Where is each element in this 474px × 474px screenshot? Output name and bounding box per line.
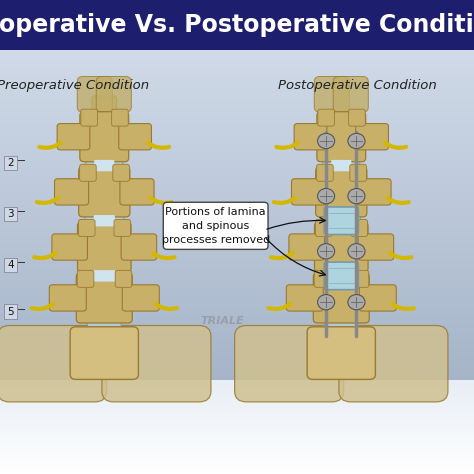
FancyBboxPatch shape: [81, 109, 98, 126]
FancyBboxPatch shape: [94, 160, 114, 171]
Text: 5: 5: [7, 307, 14, 317]
FancyBboxPatch shape: [120, 179, 154, 205]
FancyBboxPatch shape: [122, 285, 159, 311]
FancyBboxPatch shape: [114, 219, 130, 237]
FancyBboxPatch shape: [314, 76, 349, 112]
FancyBboxPatch shape: [316, 219, 332, 237]
FancyBboxPatch shape: [316, 167, 367, 217]
FancyBboxPatch shape: [314, 222, 368, 272]
FancyBboxPatch shape: [57, 124, 90, 150]
FancyBboxPatch shape: [4, 207, 17, 221]
FancyBboxPatch shape: [85, 211, 124, 230]
FancyBboxPatch shape: [289, 234, 324, 260]
FancyBboxPatch shape: [118, 124, 152, 150]
FancyBboxPatch shape: [4, 304, 17, 319]
FancyBboxPatch shape: [358, 234, 393, 260]
FancyBboxPatch shape: [333, 76, 368, 112]
FancyBboxPatch shape: [79, 167, 130, 217]
Text: 3: 3: [7, 209, 14, 219]
Text: Preoperative Condition: Preoperative Condition: [0, 79, 149, 92]
FancyBboxPatch shape: [235, 326, 344, 402]
FancyBboxPatch shape: [339, 326, 448, 402]
FancyBboxPatch shape: [286, 285, 323, 311]
FancyBboxPatch shape: [356, 124, 388, 150]
FancyBboxPatch shape: [348, 109, 365, 126]
FancyBboxPatch shape: [321, 266, 362, 286]
FancyBboxPatch shape: [96, 76, 131, 112]
FancyBboxPatch shape: [77, 270, 94, 287]
FancyBboxPatch shape: [357, 179, 391, 205]
FancyBboxPatch shape: [55, 179, 89, 205]
FancyBboxPatch shape: [93, 270, 115, 282]
FancyBboxPatch shape: [94, 215, 115, 227]
FancyBboxPatch shape: [70, 327, 138, 379]
FancyBboxPatch shape: [163, 202, 268, 249]
Circle shape: [348, 133, 365, 149]
FancyBboxPatch shape: [49, 285, 86, 311]
FancyBboxPatch shape: [92, 206, 117, 233]
FancyBboxPatch shape: [313, 273, 369, 323]
FancyBboxPatch shape: [76, 273, 132, 323]
FancyBboxPatch shape: [4, 156, 17, 170]
FancyBboxPatch shape: [77, 222, 131, 272]
Circle shape: [318, 244, 335, 259]
FancyBboxPatch shape: [0, 326, 107, 402]
FancyBboxPatch shape: [86, 156, 123, 175]
Circle shape: [318, 133, 335, 149]
FancyBboxPatch shape: [323, 156, 360, 175]
FancyBboxPatch shape: [314, 270, 331, 287]
FancyBboxPatch shape: [351, 219, 368, 237]
FancyBboxPatch shape: [77, 76, 112, 112]
FancyBboxPatch shape: [80, 164, 96, 181]
FancyBboxPatch shape: [87, 319, 121, 335]
Text: TRIALE: TRIALE: [201, 316, 245, 326]
FancyBboxPatch shape: [92, 151, 117, 177]
FancyBboxPatch shape: [80, 112, 128, 162]
FancyBboxPatch shape: [318, 109, 334, 126]
FancyBboxPatch shape: [330, 270, 352, 282]
FancyBboxPatch shape: [294, 124, 327, 150]
FancyBboxPatch shape: [359, 285, 396, 311]
Circle shape: [318, 189, 335, 204]
FancyBboxPatch shape: [113, 164, 129, 181]
FancyBboxPatch shape: [84, 266, 125, 286]
Circle shape: [348, 189, 365, 204]
FancyBboxPatch shape: [292, 179, 326, 205]
FancyBboxPatch shape: [352, 270, 369, 287]
Circle shape: [348, 294, 365, 310]
FancyBboxPatch shape: [4, 258, 17, 272]
FancyBboxPatch shape: [317, 112, 365, 162]
FancyBboxPatch shape: [115, 270, 132, 287]
FancyBboxPatch shape: [92, 96, 117, 122]
Text: 4: 4: [7, 260, 14, 270]
FancyBboxPatch shape: [324, 262, 358, 290]
FancyBboxPatch shape: [92, 257, 117, 283]
FancyBboxPatch shape: [78, 219, 95, 237]
FancyBboxPatch shape: [121, 234, 156, 260]
Text: 2: 2: [7, 158, 14, 168]
FancyBboxPatch shape: [102, 326, 211, 402]
FancyBboxPatch shape: [317, 164, 333, 181]
Text: Postoperative Condition: Postoperative Condition: [279, 79, 437, 92]
FancyBboxPatch shape: [350, 164, 366, 181]
Text: Preoperative Vs. Postoperative Conditions: Preoperative Vs. Postoperative Condition…: [0, 13, 474, 37]
FancyBboxPatch shape: [322, 211, 361, 230]
FancyBboxPatch shape: [324, 319, 358, 335]
Circle shape: [348, 244, 365, 259]
FancyBboxPatch shape: [111, 109, 128, 126]
FancyBboxPatch shape: [307, 327, 375, 379]
FancyBboxPatch shape: [52, 234, 87, 260]
FancyBboxPatch shape: [331, 215, 352, 227]
Circle shape: [318, 294, 335, 310]
FancyBboxPatch shape: [331, 160, 351, 171]
FancyBboxPatch shape: [324, 207, 358, 235]
Text: Portions of lamina
and spinous
processes removed: Portions of lamina and spinous processes…: [162, 207, 270, 245]
